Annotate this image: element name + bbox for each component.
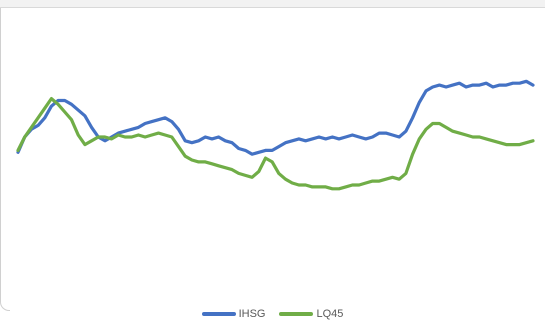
legend-swatch-ihsg	[201, 312, 236, 316]
legend-label-ihsg: IHSG	[238, 308, 266, 320]
legend-item-ihsg: IHSG	[201, 308, 266, 320]
chart-title-bar	[0, 0, 545, 8]
series-line-ihsg	[16, 79, 535, 156]
legend-label-lq45: LQ45	[316, 308, 344, 320]
series-line-lq45	[16, 96, 535, 191]
chart-legend: IHSG LQ45	[0, 308, 545, 320]
legend-swatch-lq45	[279, 312, 314, 316]
legend-item-lq45: LQ45	[279, 308, 343, 320]
